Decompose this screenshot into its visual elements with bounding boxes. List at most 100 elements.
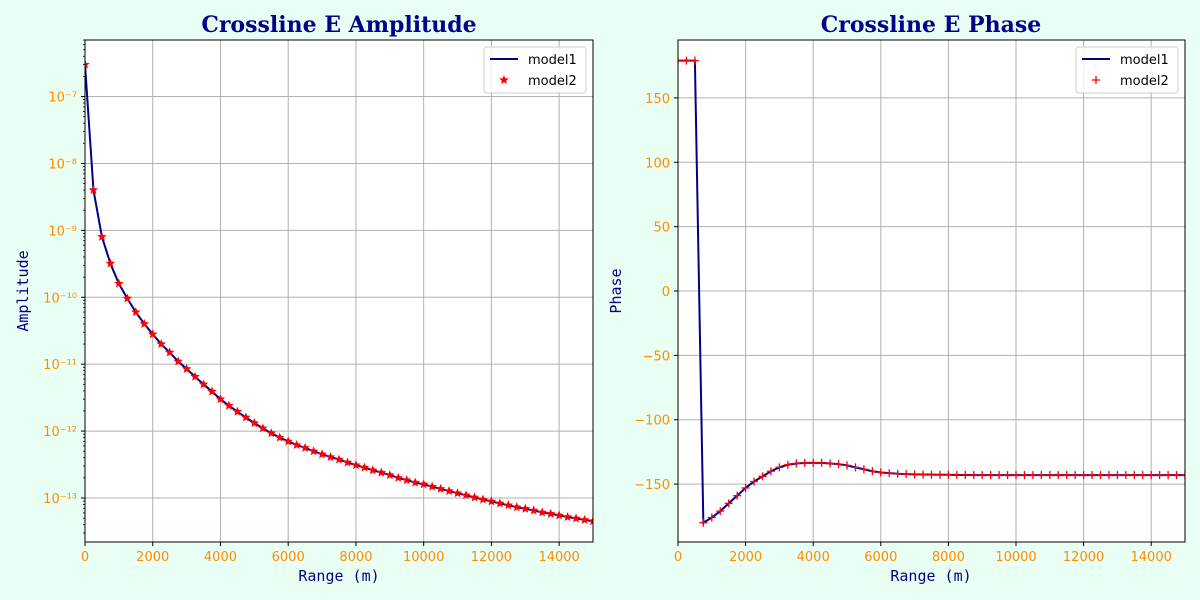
model2-point	[190, 371, 200, 381]
model2-point	[1020, 471, 1029, 480]
series-group	[85, 59, 593, 526]
model2-point	[342, 457, 353, 467]
y-tick-label: 50	[653, 221, 670, 236]
phase-y-ticks: −150 −100 −50 0 50 100 150	[634, 92, 678, 493]
model2-point	[215, 394, 226, 404]
model2-point	[834, 460, 843, 469]
model2-point	[1037, 471, 1046, 480]
model2-point	[1172, 471, 1181, 480]
amplitude-title: Crossline E Amplitude	[201, 12, 476, 38]
model2-point	[1096, 471, 1105, 480]
model2-point	[545, 508, 556, 518]
model2-point	[935, 470, 944, 479]
model2-point	[978, 471, 987, 480]
model2-point	[758, 472, 767, 481]
model2-point	[334, 454, 344, 464]
model2-point	[944, 470, 953, 479]
model2-point	[486, 496, 497, 506]
model2-point	[528, 505, 539, 515]
phase-y-axis-label: Phase	[607, 268, 625, 313]
x-tick-label: 10000	[995, 550, 1036, 565]
amplitude-y-ticks: 10⁻¹³ 10⁻¹² 10⁻¹¹ 10⁻¹⁰ 10⁻⁹ 10⁻⁸ 10⁻⁷	[43, 39, 85, 534]
model2-point	[385, 470, 395, 480]
x-tick-label: 8000	[932, 550, 965, 565]
model2-point	[859, 465, 868, 474]
model2-point	[741, 483, 750, 492]
model2-point	[418, 479, 429, 489]
x-tick-label: 8000	[339, 550, 372, 565]
phase-title: Crossline E Phase	[821, 12, 1042, 38]
model2-point	[792, 459, 801, 468]
model2-point	[249, 418, 260, 428]
model2-point	[724, 499, 733, 508]
model2-point	[224, 400, 234, 410]
legend-label-model1: model1	[1120, 53, 1169, 68]
model2-point	[1071, 471, 1080, 480]
model2-point	[1104, 471, 1113, 480]
amplitude-grid	[84, 40, 593, 542]
model2-point	[986, 471, 995, 480]
y-tick-label: 10⁻¹²	[43, 425, 77, 440]
model2-point	[241, 412, 251, 422]
amplitude-x-axis-label: Range (m)	[298, 567, 379, 585]
model2-point	[1121, 471, 1130, 480]
amplitude-plot-area	[85, 40, 593, 542]
model2-point	[444, 486, 454, 496]
model2-point	[503, 500, 514, 510]
phase-panel: Crossline E Phase 0 2000 4000 6000 8000 10000…	[607, 12, 1186, 585]
model2-point	[537, 507, 547, 517]
model2-point	[766, 467, 775, 476]
model2-point	[291, 439, 302, 450]
amplitude-series	[85, 59, 593, 526]
model2-point	[876, 468, 885, 477]
model2-point	[868, 467, 877, 476]
series-group	[678, 56, 1185, 527]
model2-point	[368, 465, 378, 475]
model2-point	[495, 498, 505, 508]
amplitude-legend: model1 model2	[483, 46, 587, 94]
x-tick-label: 6000	[864, 550, 897, 565]
model2-point	[817, 458, 826, 467]
phase-legend: model1 model2	[1075, 46, 1179, 94]
model2-point	[88, 185, 99, 195]
model2-point	[258, 423, 268, 433]
model2-point	[274, 432, 285, 442]
model2-point	[579, 514, 590, 524]
model2-point	[969, 471, 978, 480]
model2-point	[682, 56, 691, 65]
model2-point	[902, 470, 911, 479]
phase-x-axis-label: Range (m)	[890, 567, 971, 585]
y-tick-label: 10⁻¹⁰	[43, 291, 77, 306]
model2-point	[164, 347, 175, 357]
legend-plus-swatch	[1092, 76, 1100, 84]
y-tick-label: 10⁻¹¹	[43, 358, 77, 373]
model2-point	[783, 460, 792, 469]
model2-point	[427, 481, 437, 491]
y-tick-label: −150	[634, 478, 670, 493]
model2-point	[410, 477, 420, 487]
model2-point	[325, 452, 336, 462]
x-tick-label: 4000	[204, 550, 237, 565]
x-tick-label: 14000	[538, 550, 579, 565]
model2-point	[359, 462, 370, 472]
model2-point	[678, 56, 682, 65]
model2-point	[1079, 471, 1088, 480]
x-tick-label: 2000	[136, 550, 169, 565]
model2-point	[207, 386, 217, 396]
model2-point	[961, 470, 970, 479]
model2-point	[1155, 471, 1164, 480]
model2-point	[131, 307, 141, 317]
model2-point	[885, 469, 894, 478]
legend-label-model2: model2	[1120, 74, 1169, 89]
model2-point	[588, 516, 593, 526]
model2-point	[826, 459, 835, 468]
model2-point	[1062, 471, 1071, 480]
y-tick-label: 100	[645, 156, 670, 171]
model2-point	[114, 278, 124, 288]
model2-point	[401, 475, 412, 485]
model2-point	[1012, 471, 1020, 480]
model2-point	[1138, 471, 1147, 480]
model2-point	[266, 428, 277, 438]
y-tick-label: −50	[643, 349, 670, 364]
